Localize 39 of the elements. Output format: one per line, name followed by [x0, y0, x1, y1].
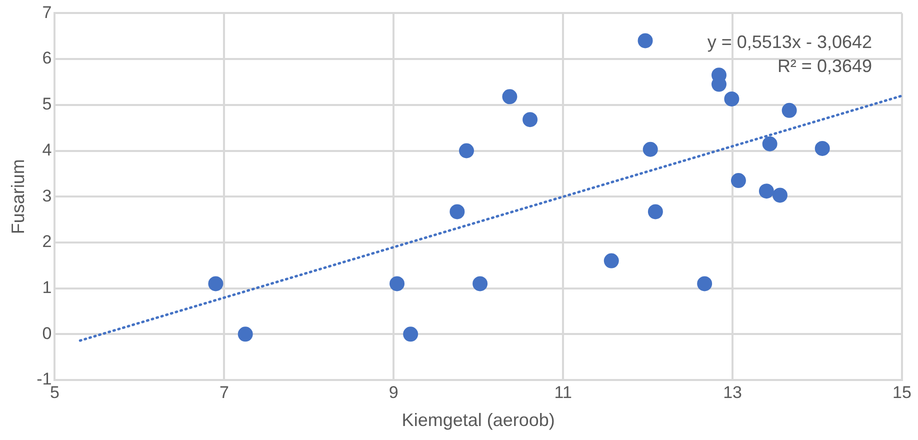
- annotation: R² = 0,3649: [777, 56, 872, 76]
- point: [502, 89, 518, 104]
- point: [782, 102, 797, 118]
- point: [604, 253, 619, 268]
- y-tick-label: -1: [36, 370, 52, 389]
- point: [724, 91, 740, 106]
- point: [238, 326, 253, 342]
- x-tick-label: 9: [388, 382, 398, 402]
- point: [648, 204, 663, 220]
- y-tick-label: 5: [42, 94, 52, 114]
- point: [772, 188, 788, 203]
- y-axis-title: Fusarium: [8, 159, 28, 234]
- point: [403, 326, 418, 342]
- point: [762, 136, 778, 152]
- x-tick-label: 11: [554, 382, 572, 402]
- y-tick-label: 4: [42, 140, 52, 160]
- y-tick-label: 2: [42, 232, 52, 252]
- y-tick-label: 6: [42, 48, 52, 68]
- point: [450, 204, 465, 220]
- y-tick-label: 0: [42, 324, 52, 343]
- x-axis-title: Kiemgetal (aeroob): [402, 410, 555, 430]
- x-tick-label: 15: [892, 382, 912, 402]
- point: [730, 173, 746, 188]
- y-tick-label: 1: [42, 278, 52, 297]
- annotation: y = 0,5513x - 3,0642: [707, 32, 872, 52]
- y-tick-label: 7: [42, 2, 52, 22]
- point: [458, 143, 474, 158]
- point: [758, 184, 774, 199]
- y-tick-label: 3: [42, 186, 52, 206]
- point: [814, 140, 830, 156]
- point: [697, 276, 712, 292]
- point: [208, 276, 224, 292]
- point: [642, 142, 658, 157]
- x-tick-label: 13: [723, 382, 742, 402]
- point: [472, 276, 488, 292]
- x-tick-label: 7: [219, 382, 229, 402]
- point: [522, 112, 538, 128]
- point: [390, 276, 405, 292]
- point: [638, 33, 653, 48]
